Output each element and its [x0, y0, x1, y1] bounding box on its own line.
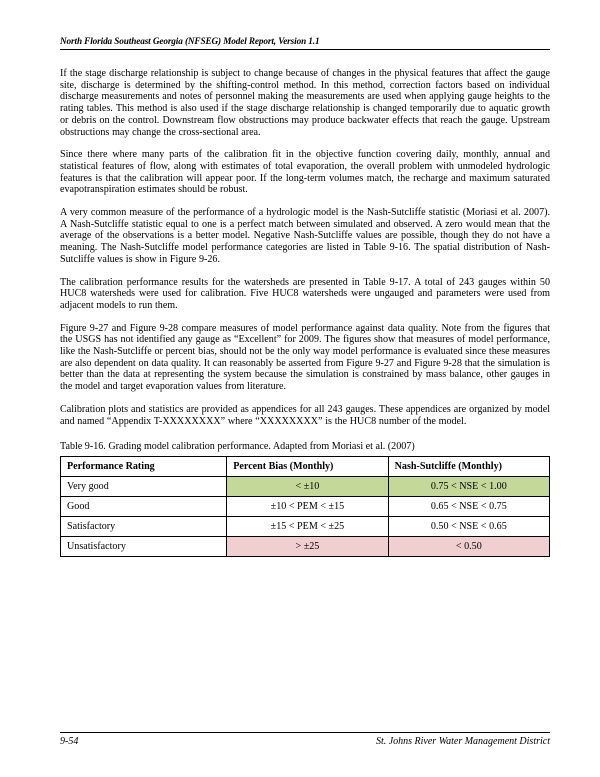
paragraph-4: The calibration performance results for … [60, 277, 550, 312]
page-header: North Florida Southeast Georgia (NFSEG) … [60, 36, 550, 50]
table-caption: Table 9-16. Grading model calibration pe… [60, 441, 550, 452]
page-footer: 9-54 St. Johns River Water Management Di… [60, 732, 550, 747]
table-row: Unsatisfactory > ±25 < 0.50 [61, 537, 550, 557]
paragraph-2: Since there where many parts of the cali… [60, 149, 550, 196]
cell-pem: > ±25 [227, 537, 388, 557]
cell-rating: Unsatisfactory [61, 537, 227, 557]
cell-pem: ±10 < PEM < ±15 [227, 497, 388, 517]
cell-rating: Very good [61, 477, 227, 497]
paragraph-6: Calibration plots and statistics are pro… [60, 404, 550, 427]
paragraph-5: Figure 9-27 and Figure 9-28 compare meas… [60, 323, 550, 393]
col-header-pem: Percent Bias (Monthly) [227, 457, 388, 477]
cell-rating: Good [61, 497, 227, 517]
cell-pem: ±15 < PEM < ±25 [227, 517, 388, 537]
col-header-nse: Nash-Sutcliffe (Monthly) [388, 457, 549, 477]
page: North Florida Southeast Georgia (NFSEG) … [0, 0, 600, 777]
cell-nse: 0.75 < NSE < 1.00 [388, 477, 549, 497]
table-row: Satisfactory ±15 < PEM < ±25 0.50 < NSE … [61, 517, 550, 537]
performance-table: Performance Rating Percent Bias (Monthly… [60, 456, 550, 557]
cell-rating: Satisfactory [61, 517, 227, 537]
page-number: 9-54 [60, 736, 78, 747]
table-row: Very good < ±10 0.75 < NSE < 1.00 [61, 477, 550, 497]
cell-nse: 0.50 < NSE < 0.65 [388, 517, 549, 537]
cell-pem: < ±10 [227, 477, 388, 497]
table-header-row: Performance Rating Percent Bias (Monthly… [61, 457, 550, 477]
content-body: If the stage discharge relationship is s… [60, 68, 550, 716]
paragraph-3: A very common measure of the performance… [60, 207, 550, 266]
cell-nse: < 0.50 [388, 537, 549, 557]
col-header-rating: Performance Rating [61, 457, 227, 477]
table-row: Good ±10 < PEM < ±15 0.65 < NSE < 0.75 [61, 497, 550, 517]
paragraph-1: If the stage discharge relationship is s… [60, 68, 550, 138]
cell-nse: 0.65 < NSE < 0.75 [388, 497, 549, 517]
footer-org: St. Johns River Water Management Distric… [376, 736, 550, 747]
